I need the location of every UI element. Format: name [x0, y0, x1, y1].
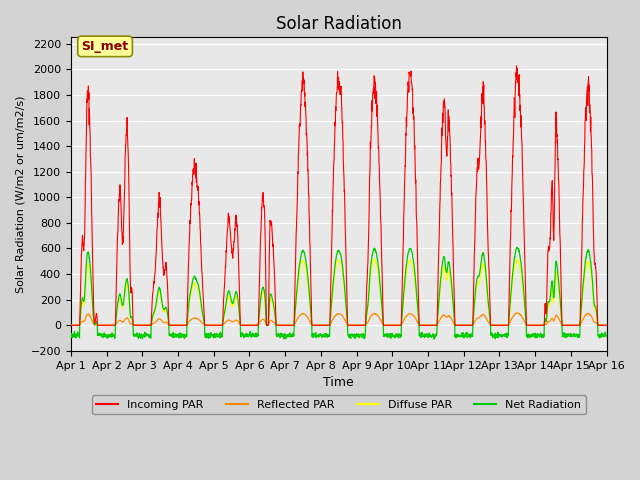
Title: Solar Radiation: Solar Radiation — [276, 15, 402, 33]
Y-axis label: Solar Radiation (W/m2 or um/m2/s): Solar Radiation (W/m2 or um/m2/s) — [15, 96, 25, 293]
X-axis label: Time: Time — [323, 376, 354, 389]
Text: SI_met: SI_met — [81, 40, 129, 53]
Legend: Incoming PAR, Reflected PAR, Diffuse PAR, Net Radiation: Incoming PAR, Reflected PAR, Diffuse PAR… — [92, 396, 586, 414]
